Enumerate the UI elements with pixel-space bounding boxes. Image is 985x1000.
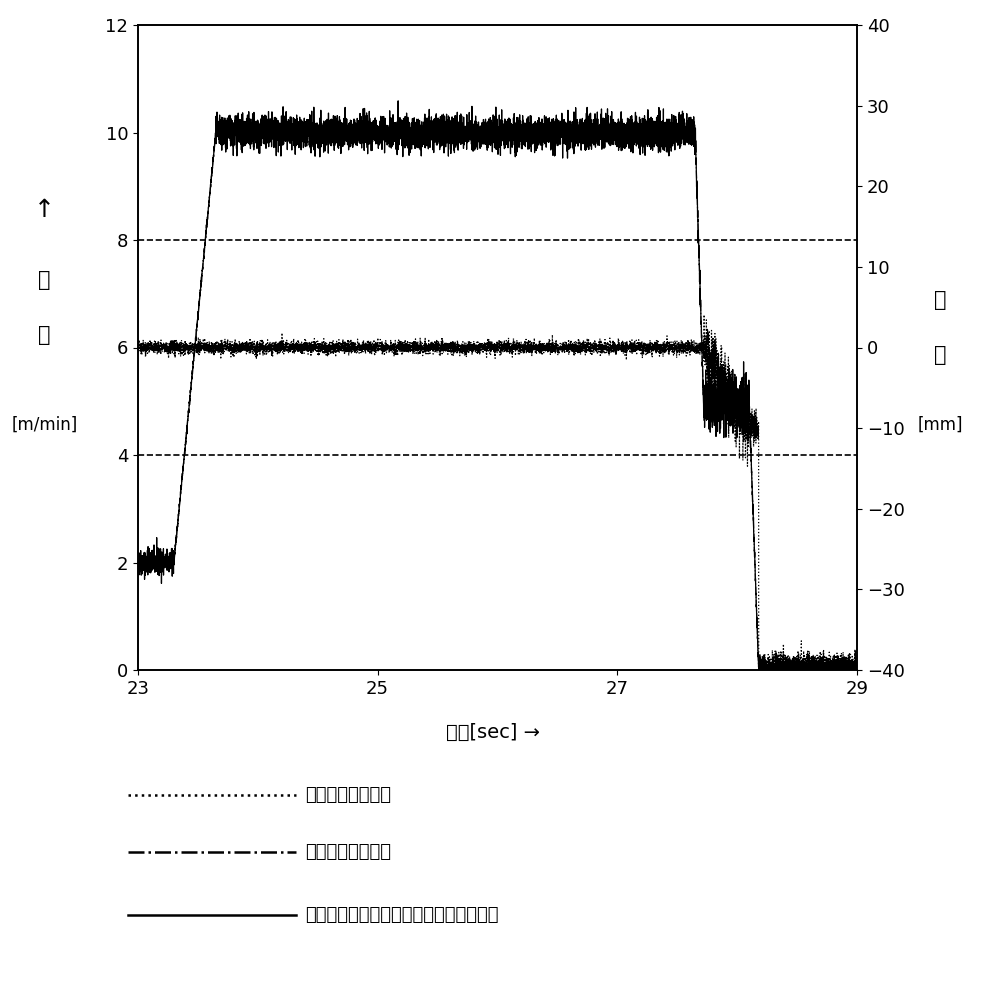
Text: 位: 位 [935, 290, 947, 310]
Text: [mm]: [mm] [918, 416, 963, 434]
Text: 移: 移 [935, 345, 947, 365]
Text: ↑: ↑ [33, 198, 55, 222]
Text: 度: 度 [38, 325, 50, 345]
Text: ：内进给速度（外进给速度或贴合速度）: ：内进给速度（外进给速度或贴合速度） [305, 906, 498, 924]
Text: 速: 速 [38, 270, 50, 290]
Text: ：松紧调节辊位移: ：松紧调节辊位移 [305, 786, 391, 804]
Text: [m/min]: [m/min] [11, 416, 78, 434]
Text: ：层叠光学膜速度: ：层叠光学膜速度 [305, 843, 391, 861]
Text: 時間[sec] →: 時間[sec] → [445, 722, 540, 742]
